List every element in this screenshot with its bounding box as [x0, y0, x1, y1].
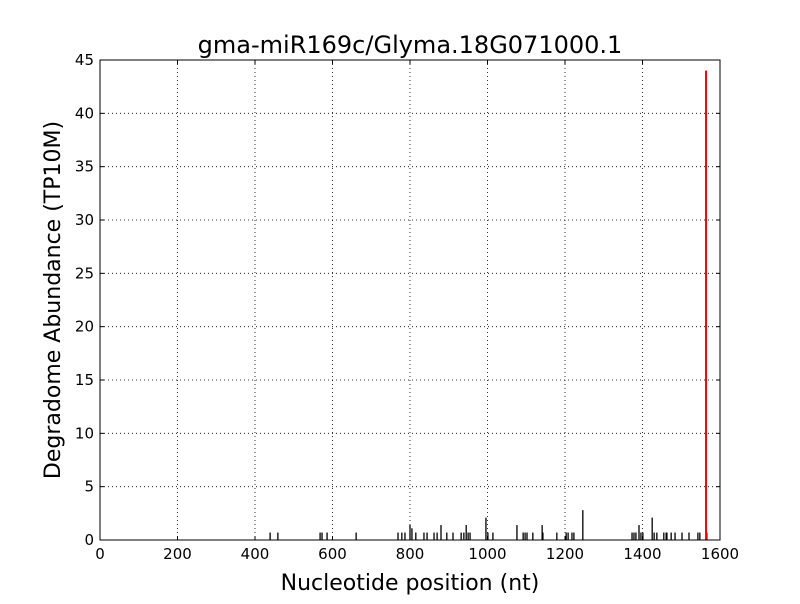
y-tick-label: 10: [75, 424, 94, 442]
chart-title: gma-miR169c/Glyma.18G071000.1: [198, 31, 623, 59]
x-tick-label: 400: [241, 545, 270, 563]
x-tick-label: 200: [163, 545, 192, 563]
y-axis-label: Degradome Abundance (TP10M): [41, 121, 66, 479]
x-tick-label: 1000: [468, 545, 506, 563]
y-tick-label: 30: [75, 211, 94, 229]
x-tick-label: 0: [95, 545, 105, 563]
y-tick-label: 0: [84, 531, 94, 549]
y-tick-label: 25: [75, 264, 94, 282]
y-tick-label: 20: [75, 318, 94, 336]
x-tick-label: 1400: [623, 545, 661, 563]
y-tick-label: 15: [75, 371, 94, 389]
y-tick-label: 40: [75, 104, 94, 122]
x-tick-label: 600: [318, 545, 347, 563]
plot-frame: [99, 59, 721, 541]
y-tick-label: 35: [75, 158, 94, 176]
x-tick-label: 1200: [546, 545, 584, 563]
x-tick-label: 1600: [701, 545, 739, 563]
y-tick-label: 45: [75, 51, 94, 69]
x-tick-label: 800: [396, 545, 425, 563]
y-tick-label: 5: [84, 478, 94, 496]
x-axis-label: Nucleotide position (nt): [281, 571, 540, 596]
